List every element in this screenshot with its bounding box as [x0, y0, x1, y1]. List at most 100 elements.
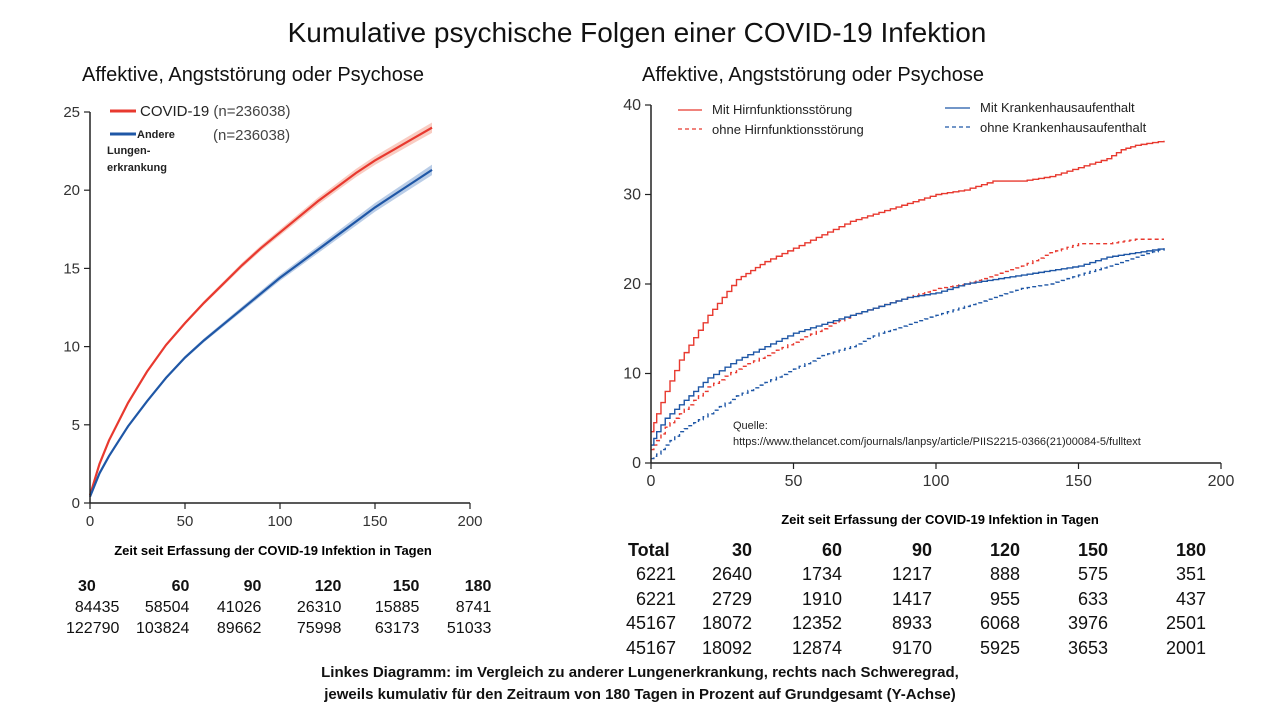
- y-tick-label: 40: [623, 97, 641, 114]
- legend-mit-hirn-label: Mit Hirnfunktionsstörung: [712, 102, 852, 117]
- left-risk-header-row: 30 60 90 120 150 180: [66, 576, 491, 597]
- right-risk-cell: 2640: [711, 564, 752, 585]
- right-risk-cell: 3653: [1067, 637, 1108, 658]
- right-risk-cell: 5925: [979, 637, 1020, 658]
- x-tick-label: 100: [923, 473, 950, 490]
- right-risk-cell: 437: [1175, 588, 1206, 609]
- source-label: Quelle:: [733, 420, 768, 432]
- x-tick-label: 50: [785, 473, 803, 490]
- right-risk-cell: 1910: [801, 588, 842, 609]
- page-title: Kumulative psychische Folgen einer COVID…: [287, 17, 987, 48]
- left-risk-table: 30 60 90 120 150 180 84435 58504 41026 2…: [66, 576, 491, 639]
- series-line: [651, 238, 1164, 451]
- y-tick-label: 25: [63, 104, 80, 121]
- footnote-line-2: jeweils kumulativ für den Zeitraum von 1…: [324, 686, 956, 703]
- right-risk-cell: 45167: [625, 637, 676, 658]
- right-risk-cell: 18092: [701, 637, 752, 658]
- y-tick-label: 20: [63, 182, 80, 199]
- legend-other-line1: Andere: [137, 129, 175, 141]
- left-risk-header-cell: 90: [243, 577, 262, 595]
- right-risk-cell: 6221: [635, 588, 676, 609]
- legend-mit-kh-label: Mit Krankenhausaufenthalt: [980, 100, 1135, 115]
- left-risk-cell: 15885: [374, 598, 420, 616]
- left-risk-cell: 63173: [374, 619, 420, 637]
- series-line: [88, 126, 433, 496]
- x-tick-label: 0: [647, 473, 656, 490]
- right-risk-cell: 12874: [791, 637, 842, 658]
- right-risk-row: 45167 18072 12352 8933 6068 3976 2501: [624, 612, 1206, 637]
- legend-covid-name: COVID-19: [140, 103, 209, 120]
- x-tick-label: 150: [1065, 473, 1092, 490]
- y-tick-label: 0: [632, 455, 641, 472]
- legend-other-line2: Lungen-: [107, 145, 151, 157]
- x-tick-label: 0: [86, 513, 94, 530]
- legend-ohne-hirn-label: ohne Hirnfunktionsstörung: [712, 122, 864, 137]
- left-risk-cell: 8741: [455, 598, 492, 616]
- x-tick-label: 100: [267, 513, 292, 530]
- left-risk-cell: 26310: [296, 598, 342, 616]
- legend-covid-n: (n=236038): [213, 103, 290, 120]
- left-risk-header-cell: 150: [392, 577, 420, 595]
- y-tick-label: 10: [623, 366, 641, 383]
- left-risk-header-cell: 180: [464, 577, 492, 595]
- right-risk-header-cell: 90: [911, 539, 932, 560]
- series-line: [651, 140, 1165, 433]
- right-risk-row: 45167 18092 12874 9170 5925 3653 2001: [624, 636, 1206, 661]
- x-tick-label: 200: [457, 513, 482, 530]
- left-risk-cell: 75998: [296, 619, 342, 637]
- legend-other-line3: erkrankung: [107, 162, 167, 174]
- x-tick-label: 200: [1208, 473, 1235, 490]
- left-x-axis-label: Zeit seit Erfassung der COVID-19 Infekti…: [114, 543, 432, 558]
- confidence-band: [90, 122, 432, 496]
- right-risk-cell: 18072: [701, 613, 752, 634]
- right-x-axis-label: Zeit seit Erfassung der COVID-19 Infekti…: [781, 512, 1099, 527]
- right-risk-cell: 9170: [891, 637, 932, 658]
- right-risk-cell: 2729: [711, 588, 752, 609]
- series-line: [651, 248, 1165, 446]
- right-risk-cell: 1417: [891, 588, 932, 609]
- right-chart-subtitle: Affektive, Angststörung oder Psychose: [642, 64, 985, 86]
- right-risk-header-cell: 180: [1175, 539, 1206, 560]
- left-risk-header-cell: 120: [314, 577, 342, 595]
- confidence-band: [90, 164, 432, 497]
- right-risk-header-cell: Total: [628, 539, 670, 560]
- left-risk-header-cell: 30: [78, 577, 96, 595]
- right-risk-cell: 8933: [891, 613, 932, 634]
- right-risk-row: 6221 2640 1734 1217 888 575 351: [624, 563, 1206, 588]
- left-risk-cell: 89662: [216, 619, 262, 637]
- left-chart: 0 5 10 15 20 25 0 50 100 150 200 COVID-19 (n=23603…: [63, 103, 482, 558]
- left-risk-cell: 58504: [144, 598, 190, 616]
- y-tick-label: 15: [63, 260, 80, 277]
- right-risk-cell: 633: [1077, 588, 1108, 609]
- y-tick-label: 5: [72, 417, 80, 434]
- right-risk-cell: 575: [1077, 564, 1108, 585]
- right-risk-table: Total 30 60 90 120 150 180 6221 2640 173…: [624, 538, 1206, 661]
- y-tick-label: 30: [623, 187, 641, 204]
- right-risk-cell: 45167: [625, 613, 676, 634]
- right-risk-cell: 2001: [1165, 637, 1206, 658]
- left-risk-row: 122790 103824 89662 75998 63173 51033: [66, 618, 491, 639]
- right-risk-cell: 888: [989, 564, 1020, 585]
- right-risk-header-row: Total 30 60 90 120 150 180: [624, 538, 1206, 563]
- right-risk-cell: 2501: [1165, 613, 1206, 634]
- y-tick-label: 0: [72, 495, 80, 512]
- left-risk-cell: 41026: [216, 598, 262, 616]
- right-risk-cell: 6221: [635, 564, 676, 585]
- right-risk-header-cell: 150: [1077, 539, 1108, 560]
- right-risk-row: 6221 2729 1910 1417 955 633 437: [624, 587, 1206, 612]
- left-risk-cell: 51033: [446, 619, 492, 637]
- left-risk-cell: 122790: [66, 619, 120, 637]
- right-risk-cell: 3976: [1067, 613, 1108, 634]
- source-url: https://www.thelancet.com/journals/lanps…: [733, 436, 1141, 448]
- right-risk-cell: 955: [989, 588, 1020, 609]
- y-tick-label: 20: [623, 276, 641, 293]
- footnote: Linkes Diagramm: im Vergleich zu anderer…: [0, 662, 1280, 706]
- right-risk-cell: 1217: [891, 564, 932, 585]
- x-tick-label: 50: [177, 513, 194, 530]
- right-risk-cell: 6068: [979, 613, 1020, 634]
- left-risk-header-cell: 60: [171, 577, 190, 595]
- series-line: [651, 248, 1165, 460]
- left-risk-cell: 84435: [74, 598, 120, 616]
- right-risk-cell: 1734: [801, 564, 842, 585]
- x-tick-label: 150: [362, 513, 387, 530]
